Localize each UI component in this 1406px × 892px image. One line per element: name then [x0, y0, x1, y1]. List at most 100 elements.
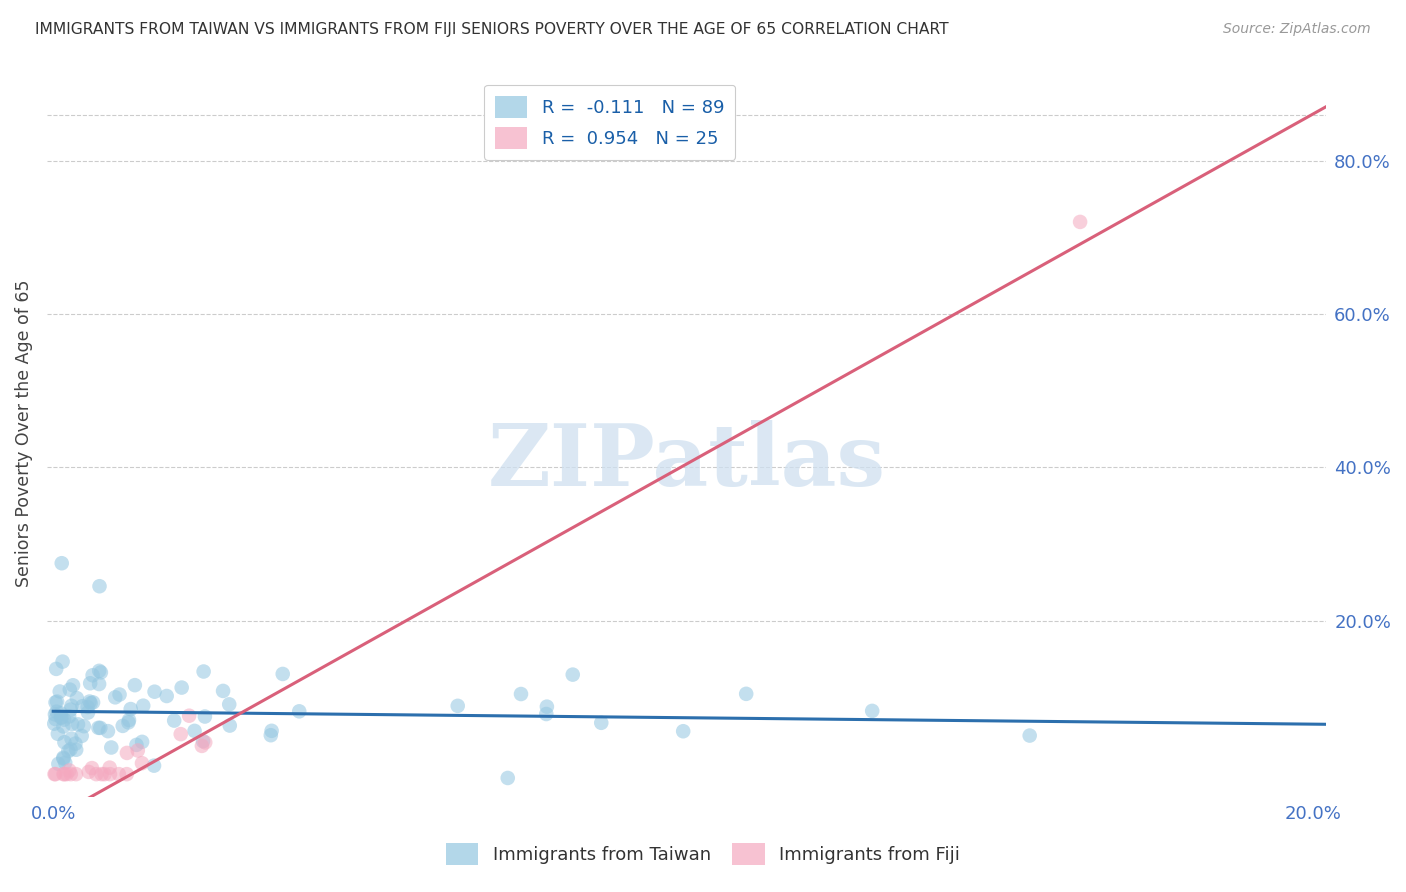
Point: [45, 662, 67, 676]
Point: [44, 767, 66, 781]
Point: [117, 715, 139, 730]
Point: [860, 704, 883, 718]
Point: [62, 678, 84, 692]
Point: [100, 740, 122, 755]
Point: [89, 664, 111, 678]
Point: [58, 709, 80, 723]
Point: [97, 724, 120, 739]
Point: [98, 761, 121, 775]
Point: [60, 698, 83, 713]
Point: [143, 758, 166, 772]
Point: [447, 698, 470, 713]
Point: [77, 764, 100, 779]
Point: [59, 767, 82, 781]
Point: [79, 696, 101, 710]
Point: [118, 713, 141, 727]
Point: [72, 699, 94, 714]
Point: [111, 719, 134, 733]
Point: [90, 665, 112, 680]
Point: [115, 746, 138, 760]
Point: [79, 676, 101, 690]
Point: [45, 705, 67, 719]
Point: [49, 710, 72, 724]
Point: [77, 706, 100, 720]
Point: [80, 761, 103, 775]
Point: [125, 738, 148, 752]
Point: [132, 698, 155, 713]
Point: [58, 764, 80, 778]
Point: [170, 681, 193, 695]
Point: [48, 756, 70, 771]
Point: [104, 690, 127, 705]
Point: [108, 767, 131, 781]
Point: [163, 714, 186, 728]
Point: [1018, 729, 1040, 743]
Point: [260, 728, 283, 742]
Point: [52, 655, 75, 669]
Text: ZIPatlas: ZIPatlas: [488, 420, 886, 504]
Point: [46, 727, 69, 741]
Point: [44, 707, 66, 722]
Point: [66, 717, 89, 731]
Point: [53, 735, 76, 749]
Point: [179, 708, 201, 723]
Point: [260, 723, 283, 738]
Point: [156, 689, 179, 703]
Point: [131, 735, 153, 749]
Point: [51, 711, 73, 725]
Point: [218, 698, 240, 712]
Point: [1069, 215, 1091, 229]
Point: [53, 756, 76, 770]
Point: [194, 735, 217, 749]
Point: [170, 727, 193, 741]
Point: [82, 668, 104, 682]
Point: [65, 767, 87, 781]
Point: [89, 721, 111, 735]
Point: [194, 709, 217, 723]
Point: [44, 695, 66, 709]
Point: [561, 667, 583, 681]
Point: [60, 731, 83, 746]
Point: [510, 687, 533, 701]
Point: [89, 579, 111, 593]
Point: [44, 767, 66, 781]
Point: [59, 682, 82, 697]
Point: [98, 767, 121, 781]
Point: [45, 712, 67, 726]
Y-axis label: Seniors Poverty Over the Age of 65: Seniors Poverty Over the Age of 65: [15, 279, 32, 587]
Point: [46, 695, 69, 709]
Point: [288, 704, 311, 718]
Point: [591, 715, 613, 730]
Point: [79, 694, 101, 708]
Point: [212, 684, 235, 698]
Point: [271, 667, 294, 681]
Point: [76, 700, 98, 714]
Point: [52, 767, 75, 781]
Point: [108, 688, 131, 702]
Point: [52, 752, 75, 766]
Point: [59, 742, 82, 756]
Point: [120, 702, 142, 716]
Point: [53, 767, 76, 781]
Point: [127, 743, 149, 757]
Point: [65, 737, 87, 751]
Point: [73, 719, 96, 733]
Point: [735, 687, 758, 701]
Point: [87, 721, 110, 735]
Point: [87, 677, 110, 691]
Legend: Immigrants from Taiwan, Immigrants from Fiji: Immigrants from Taiwan, Immigrants from …: [439, 836, 967, 872]
Text: Source: ZipAtlas.com: Source: ZipAtlas.com: [1223, 22, 1371, 37]
Point: [82, 695, 104, 709]
Point: [70, 729, 93, 743]
Point: [193, 665, 215, 679]
Text: IMMIGRANTS FROM TAIWAN VS IMMIGRANTS FROM FIJI SENIORS POVERTY OVER THE AGE OF 6: IMMIGRANTS FROM TAIWAN VS IMMIGRANTS FRO…: [35, 22, 949, 37]
Point: [672, 724, 695, 739]
Legend: R =  -0.111   N = 89, R =  0.954   N = 25: R = -0.111 N = 89, R = 0.954 N = 25: [484, 85, 735, 160]
Point: [496, 771, 519, 785]
Point: [115, 767, 138, 781]
Point: [536, 699, 558, 714]
Point: [143, 684, 166, 698]
Point: [55, 767, 77, 781]
Point: [84, 767, 107, 781]
Point: [52, 750, 75, 764]
